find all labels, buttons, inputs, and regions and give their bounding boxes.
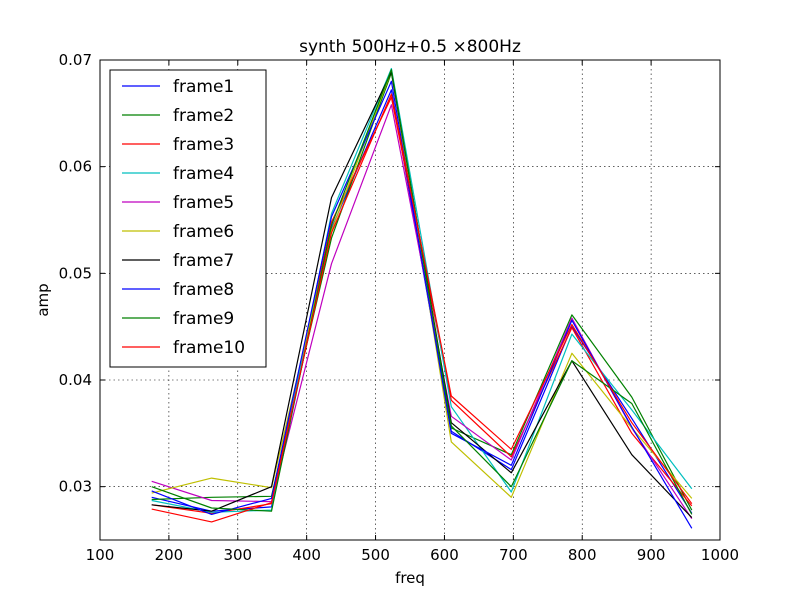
chart-title: synth 500Hz+0.5 ×800Hz (299, 37, 521, 57)
x-tick-label: 1000 (701, 546, 739, 564)
x-tick-label: 300 (223, 546, 252, 564)
axes-ticks: 100 200 300 400 500 600 700 800 900 1000 0.03 0.04 0… (59, 51, 740, 564)
x-axis-label: freq (395, 569, 425, 587)
series-group (151, 67, 693, 529)
y-axis-label: amp (34, 283, 52, 316)
legend-label-frame6: frame6 (173, 222, 234, 242)
x-tick-label: 800 (568, 546, 597, 564)
series-line-frame10 (151, 93, 693, 523)
x-tick-label: 400 (292, 546, 321, 564)
legend-label-frame5: frame5 (173, 193, 234, 213)
y-tick-label: 0.03 (59, 478, 92, 496)
plot-frame (99, 59, 721, 541)
y-tick-label: 0.07 (59, 51, 92, 69)
legend-label-frame2: frame2 (173, 106, 234, 126)
x-tick-label: 200 (155, 546, 184, 564)
x-tick-label: 600 (430, 546, 459, 564)
y-tick-label: 0.06 (59, 158, 92, 176)
x-tick-label: 700 (499, 546, 528, 564)
legend-label-frame4: frame4 (173, 164, 234, 184)
legend-label-frame10: frame10 (173, 338, 245, 358)
legend-label-frame7: frame7 (173, 251, 234, 271)
legend-label-frame9: frame9 (173, 309, 234, 329)
x-tick-label: 500 (361, 546, 390, 564)
x-tick-label: 900 (637, 546, 666, 564)
x-tick-label: 100 (86, 546, 115, 564)
y-tick-label: 0.05 (59, 264, 92, 282)
legend-label-frame1: frame1 (173, 77, 234, 97)
y-tick-label: 0.04 (59, 371, 92, 389)
legend-label-frame8: frame8 (173, 280, 234, 300)
legend-label-frame3: frame3 (173, 135, 234, 155)
legend: frame1 frame2 frame3 frame4 frame5 frame6 fram… (109, 69, 267, 368)
